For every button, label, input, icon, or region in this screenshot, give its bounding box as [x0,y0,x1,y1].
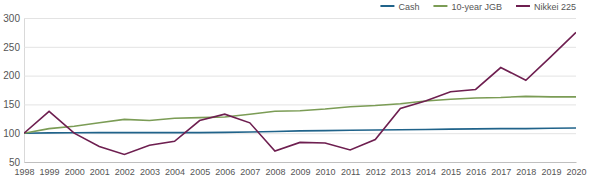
y-axis-line [25,19,577,163]
x-tick-label: 2015 [441,167,461,177]
x-tick: 2012 [366,167,386,177]
y-tick-label: 150 [3,99,20,110]
x-tick-label: 2007 [240,167,260,177]
x-tick-label: 2014 [416,167,436,177]
x-tick: 1998 [14,167,34,177]
series-line [24,96,576,133]
x-tick-label: 2009 [290,167,310,177]
x-tick-label: 2003 [140,167,160,177]
legend-label: 10-year JGB [451,2,502,12]
y-tick-label: 50 [9,157,21,168]
series-line [24,32,576,154]
x-tick: 2002 [115,167,135,177]
x-tick-label: 2018 [516,167,536,177]
x-tick: 2009 [290,167,310,177]
x-tick-label: 2020 [566,167,586,177]
grid-line [24,162,576,163]
series-line [24,128,576,133]
x-tick-label: 2004 [165,167,185,177]
y-tick: 250 [3,42,576,53]
legend-item: 10-year JGB [433,2,502,12]
chart: 50 100 150 200 250 300 1998 1999 2000 2001 2002 200… [0,0,590,182]
x-tick: 2008 [265,167,285,177]
legend-item: Cash [380,2,419,12]
x-tick-label: 2010 [316,167,336,177]
x-tick: 2015 [441,167,461,177]
x-tick: 2007 [240,167,260,177]
x-tick: 2001 [90,167,110,177]
x-tick-label: 2017 [491,167,511,177]
x-tick: 2018 [516,167,536,177]
y-tick-label: 200 [3,70,20,81]
x-tick: 1999 [40,167,60,177]
grid-line [24,76,576,77]
x-tick-label: 2006 [215,167,235,177]
grid-line [24,104,576,105]
legend-label: Nikkei 225 [534,2,576,12]
lines [24,32,576,154]
legend-item: Nikkei 225 [516,2,576,12]
x-tick: 2017 [491,167,511,177]
y-tick: 150 [3,99,576,110]
x-tick-label: 2001 [90,167,110,177]
grid-line [24,47,576,48]
x-tick-label: 2005 [190,167,210,177]
y-tick-label: 100 [3,128,20,139]
x-axis: 1998 1999 2000 2001 2002 2003 2004 2005 2006 2007… [14,163,586,178]
y-tick: 300 [3,13,576,24]
y-axis: 50 100 150 200 250 300 [3,13,576,168]
legend-swatch [516,5,530,7]
x-tick: 2000 [65,167,85,177]
x-tick-label: 1999 [40,167,60,177]
x-tick: 2004 [165,167,185,177]
y-tick-label: 250 [3,42,20,53]
x-tick-label: 2002 [115,167,135,177]
x-tick: 2011 [341,167,360,177]
x-tick-label: 2016 [466,167,486,177]
x-tick-label: 2012 [366,167,386,177]
x-tick: 2019 [541,167,561,177]
grid-line [24,18,576,19]
x-tick: 2005 [190,167,210,177]
x-tick-label: 2011 [341,167,360,177]
x-tick-label: 2000 [65,167,85,177]
legend-swatch [433,5,447,7]
plot: 50 100 150 200 250 300 1998 1999 2000 2001 2002 200… [3,13,586,178]
x-tick-label: 2008 [265,167,285,177]
x-axis-line [25,162,577,163]
legend: Cash 10-year JGB Nikkei 225 [380,2,576,12]
x-tick: 2016 [466,167,486,177]
y-tick-label: 300 [3,13,20,24]
x-tick: 2013 [391,167,411,177]
x-tick-label: 1998 [14,167,34,177]
x-tick: 2020 [566,167,586,177]
x-tick: 2003 [140,167,160,177]
x-tick-label: 2019 [541,167,561,177]
legend-swatch [380,5,394,7]
x-tick: 2010 [316,167,336,177]
y-tick: 50 [9,157,576,168]
x-tick: 2006 [215,167,235,177]
legend-label: Cash [398,2,419,12]
y-tick: 100 [3,128,576,139]
x-tick-label: 2013 [391,167,411,177]
x-tick: 2014 [416,167,436,177]
